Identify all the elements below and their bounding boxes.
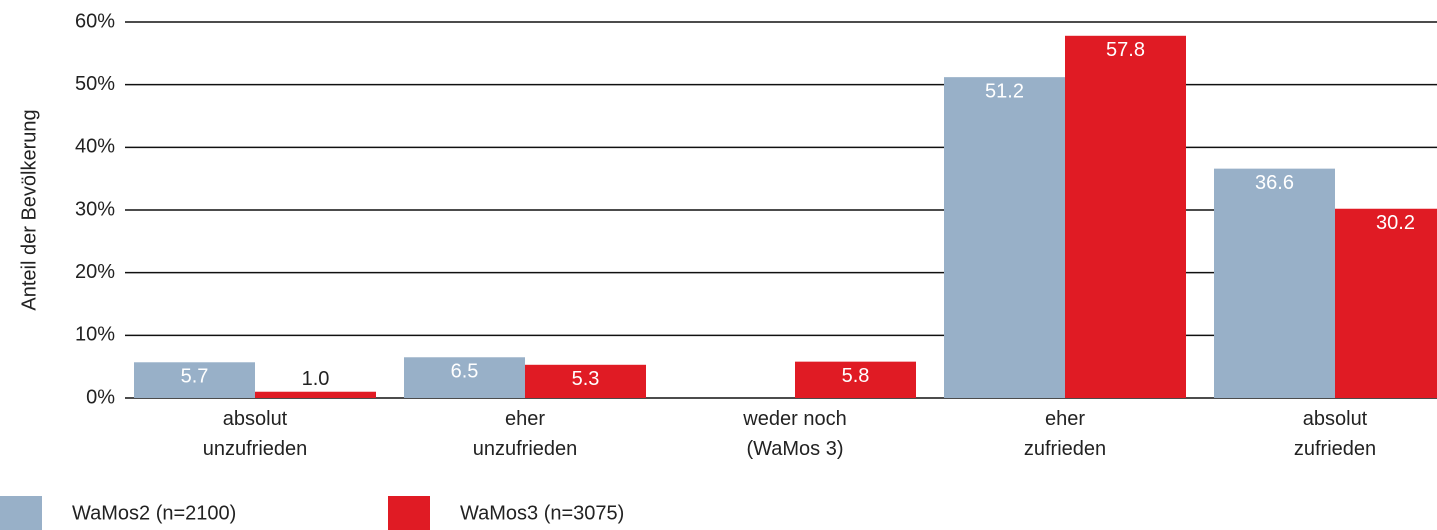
x-tick-label: eher unzufrieden — [473, 408, 578, 460]
bar — [1065, 35, 1186, 398]
data-label: 5.8 — [842, 365, 870, 387]
data-label: 36.6 — [1255, 172, 1294, 194]
y-tick-label: 10% — [75, 324, 115, 346]
x-tick-label: absolut zufrieden — [1294, 408, 1376, 460]
bar — [1335, 208, 1437, 398]
y-tick-label: 0% — [86, 386, 115, 408]
x-tick-label: eher zufrieden — [1024, 408, 1106, 460]
y-tick-label: 40% — [75, 136, 115, 158]
y-tick-label: 60% — [75, 10, 115, 32]
x-tick-label: weder noch (WaMos 3) — [742, 408, 846, 460]
bar — [255, 391, 376, 398]
data-label: 51.2 — [985, 80, 1024, 102]
data-label: 5.3 — [572, 368, 600, 390]
bar — [795, 361, 916, 398]
y-tick-label: 20% — [75, 261, 115, 283]
data-label: 5.7 — [181, 366, 209, 388]
legend-label: WaMos3 (n=3075) — [460, 502, 624, 524]
y-tick-label: 50% — [75, 73, 115, 95]
y-tick-label: 30% — [75, 198, 115, 220]
data-label: 1.0 — [302, 368, 330, 390]
legend-swatch — [388, 496, 430, 530]
bar — [1214, 168, 1335, 398]
data-label: 30.2 — [1376, 212, 1415, 234]
bar — [404, 357, 525, 398]
y-axis-title: Anteil der Bevölkerung — [18, 109, 40, 310]
data-label: 6.5 — [451, 361, 479, 383]
x-tick-label: absolut unzufrieden — [203, 408, 308, 460]
bar — [525, 364, 646, 398]
data-label: 57.8 — [1106, 39, 1145, 61]
bar — [944, 77, 1065, 398]
legend-label: WaMos2 (n=2100) — [72, 502, 236, 524]
legend-swatch — [0, 496, 42, 530]
bar — [134, 362, 255, 398]
